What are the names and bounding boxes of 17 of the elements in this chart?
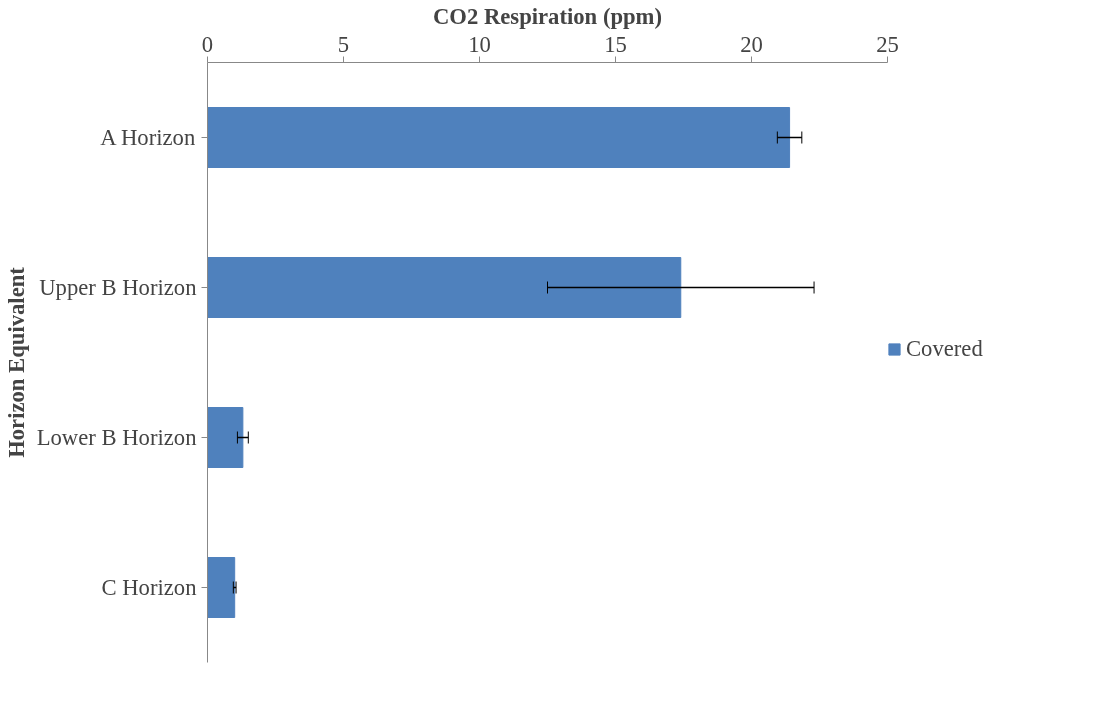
x-tick-label: 25 — [876, 31, 899, 57]
y-tick-label: C Horizon — [101, 575, 197, 600]
x-tick-label: 0 — [201, 31, 214, 57]
x-tick-label: 15 — [604, 31, 627, 57]
y-tick-label: A Horizon — [100, 125, 196, 150]
y-tick-label: Lower B Horizon — [36, 425, 197, 450]
legend-label: Covered — [906, 336, 983, 362]
bar — [207, 257, 682, 318]
y-tick-label: Upper B Horizon — [39, 275, 197, 300]
bar — [207, 107, 791, 168]
x-tick-label: 10 — [468, 31, 491, 57]
bar — [207, 407, 244, 468]
x-tick-label: 20 — [740, 31, 763, 57]
x-tick-label: 5 — [337, 31, 350, 57]
x-axis-title: CO2 Respiration (ppm) — [432, 3, 663, 29]
y-axis-title: Horizon Equivalent — [3, 266, 29, 458]
bar — [207, 557, 236, 618]
